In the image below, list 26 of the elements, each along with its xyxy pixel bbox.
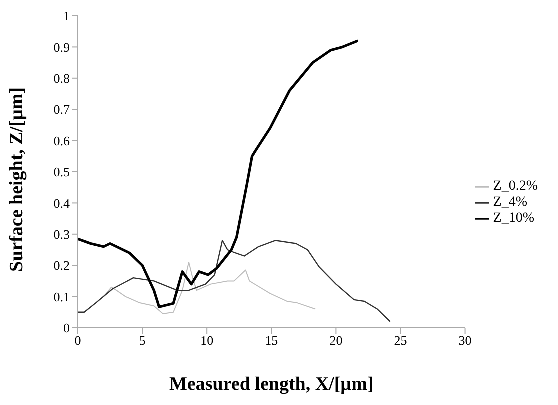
y-tick-label: 0 bbox=[64, 320, 70, 336]
y-tick-label: 0.3 bbox=[54, 227, 70, 242]
y-tick-label: 0.9 bbox=[54, 40, 70, 55]
y-tick-label: 1 bbox=[64, 8, 70, 24]
x-tick-label: 10 bbox=[200, 333, 214, 348]
y-tick-label: 0.5 bbox=[54, 164, 70, 180]
x-tick-label: 20 bbox=[330, 333, 343, 348]
x-axis-title: Measured length, X/[µm] bbox=[170, 374, 374, 395]
x-tick-label: 0 bbox=[74, 333, 82, 348]
x-tick-label: 5 bbox=[139, 333, 146, 348]
y-tick-label: 0.1 bbox=[54, 289, 70, 304]
line-series bbox=[78, 240, 392, 322]
legend-label: Z_10% bbox=[493, 211, 534, 226]
y-axis-title: Surface height, Z/[µm] bbox=[6, 87, 28, 272]
line-series bbox=[103, 262, 316, 314]
x-tick-label: 15 bbox=[265, 333, 278, 348]
y-tick-label: 0.2 bbox=[54, 258, 70, 274]
line-series bbox=[78, 40, 360, 308]
y-tick-label: 0.6 bbox=[54, 133, 70, 148]
y-tick-label: 0.4 bbox=[54, 196, 70, 211]
x-tick-label: 30 bbox=[458, 333, 472, 348]
legend-label: Z_4% bbox=[493, 195, 528, 210]
y-tick-label: 0.8 bbox=[54, 71, 70, 86]
x-tick-label: 25 bbox=[394, 333, 408, 348]
legend-label: Z_0.2% bbox=[493, 179, 538, 194]
y-tick-label: 0.7 bbox=[54, 102, 70, 118]
